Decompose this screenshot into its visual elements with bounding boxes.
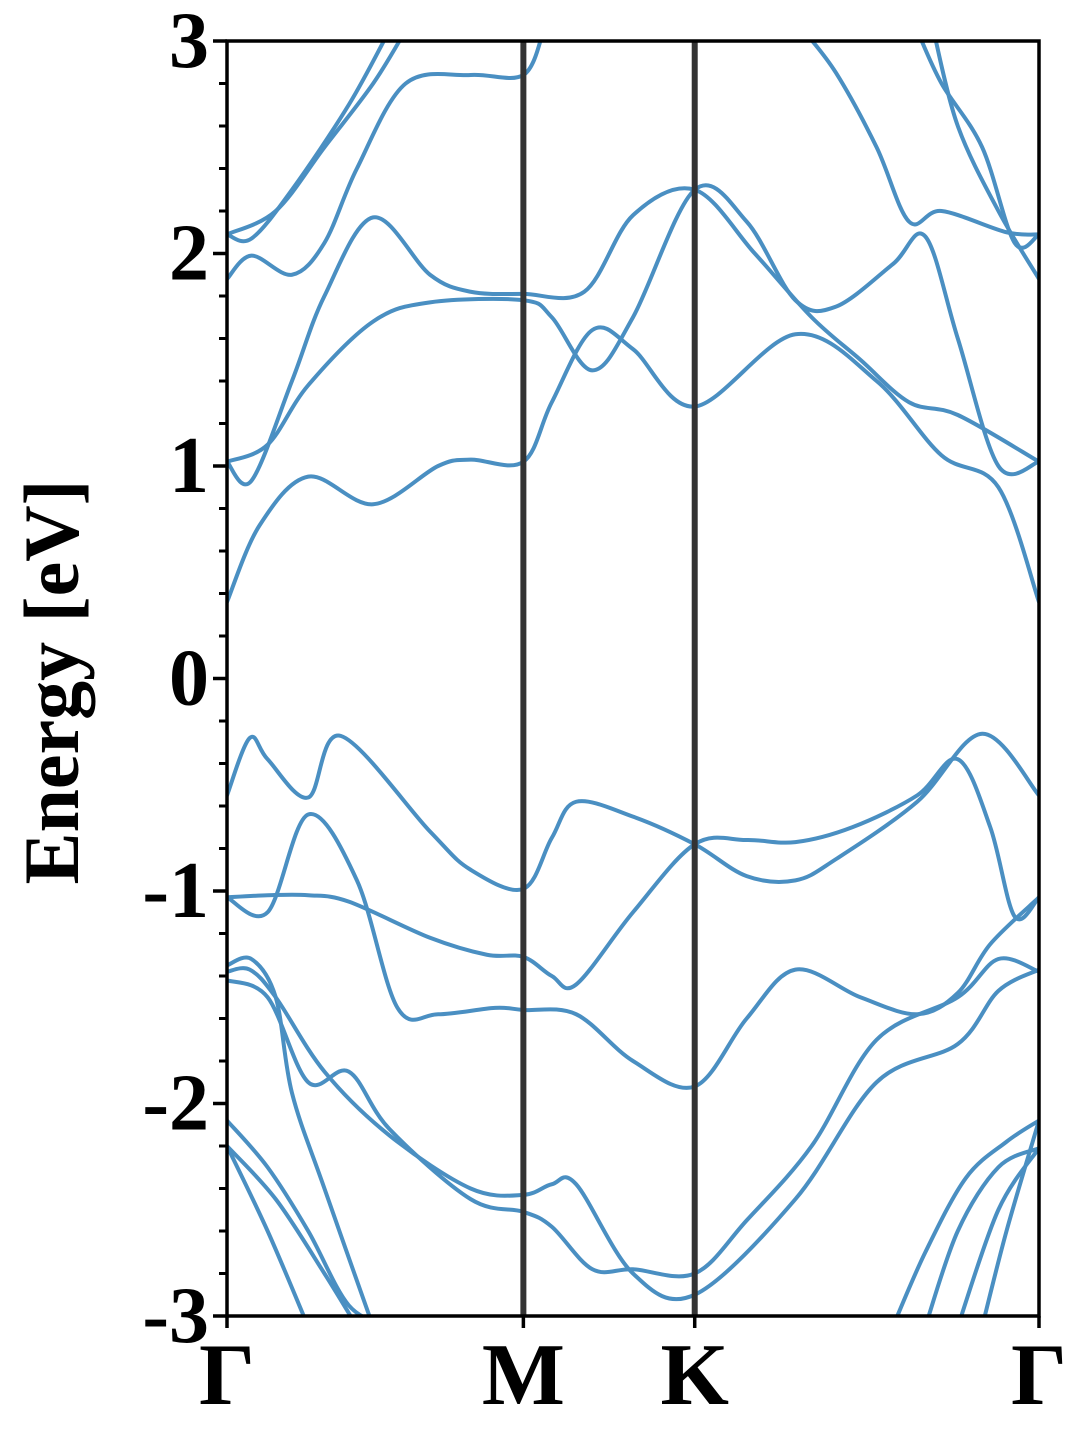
- band-line-14: [227, 325, 1039, 604]
- band-line-11: [926, 1146, 1039, 1316]
- high-symmetry-lines: [520, 41, 698, 1316]
- x-tick-label: Γ: [1011, 1327, 1067, 1424]
- band-line-3: [227, 756, 1039, 991]
- band-line-21: [919, 41, 1039, 250]
- y-axis-ticks: -3 -2 -1 0 1 2 3: [142, 0, 227, 1360]
- band-line-16: [227, 186, 1039, 487]
- band-line-17: [227, 41, 543, 281]
- x-tick-label: M: [482, 1327, 565, 1424]
- band-line-8: [227, 1144, 353, 1316]
- y-tick-label: 0: [169, 635, 209, 723]
- y-tick-label: -2: [142, 1060, 209, 1148]
- band-line-4: [227, 966, 1039, 1302]
- band-line-20: [809, 41, 1039, 237]
- band-line-6: [227, 955, 372, 1316]
- band-line-1: [227, 731, 1039, 892]
- band-line-19: [227, 41, 402, 237]
- band-line-13: [982, 1118, 1039, 1316]
- y-tick-label: 3: [169, 0, 209, 85]
- band-line-7: [227, 1118, 367, 1316]
- y-axis-title: Energy [eV]: [8, 479, 95, 884]
- band-line-15: [227, 183, 1039, 477]
- band-line-9: [227, 1144, 306, 1316]
- y-tick-label: -3: [142, 1272, 209, 1360]
- band-line-18: [227, 41, 387, 244]
- band-line-22: [933, 41, 1039, 281]
- x-tick-label: K: [660, 1327, 728, 1424]
- band-lines: [227, 41, 1039, 1316]
- band-line-2: [227, 812, 1039, 1090]
- band-line-10: [895, 1118, 1039, 1316]
- x-tick-label: Γ: [199, 1327, 255, 1424]
- band-line-5: [227, 956, 1039, 1279]
- y-tick-label: -1: [142, 847, 209, 935]
- y-tick-label: 2: [169, 210, 209, 298]
- y-tick-label: 1: [169, 422, 209, 510]
